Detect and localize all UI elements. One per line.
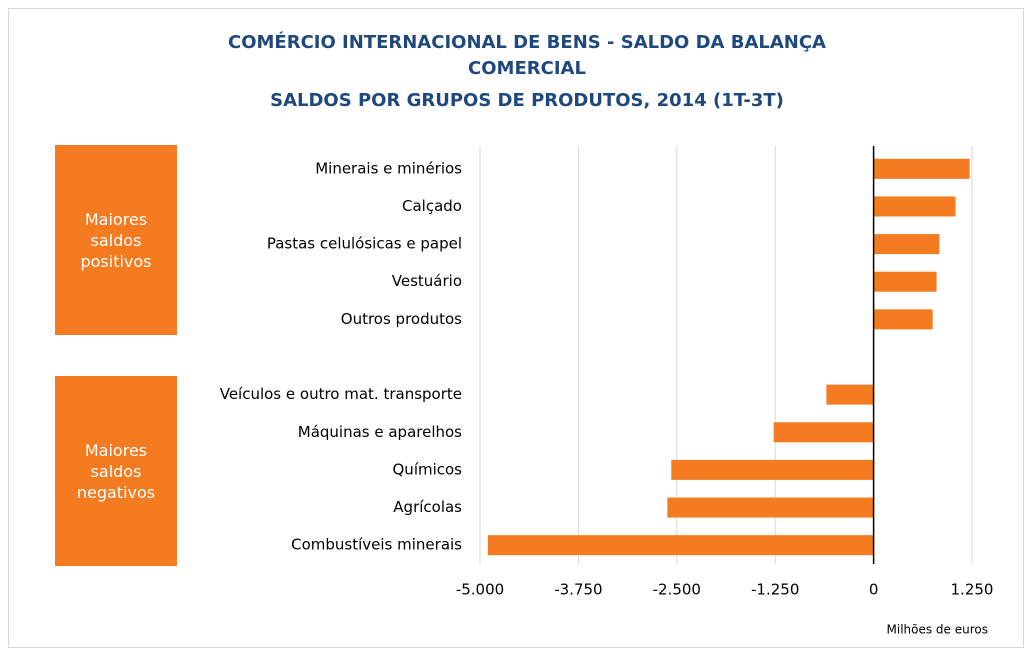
x-tick-label: -1.250 (751, 581, 799, 599)
chart-title: COMÉRCIO INTERNACIONAL DE BENS - SALDO D… (227, 32, 826, 79)
x-tick-label: 0 (869, 581, 879, 599)
group-label: Maiores saldos negativos (76, 440, 156, 502)
bar (873, 309, 933, 330)
y-tick-label: Pastas celulósicas e papel (267, 235, 462, 253)
group-box: Maiores saldos negativos (55, 376, 177, 566)
y-tick-label: Máquinas e aparelhos (298, 423, 462, 441)
y-tick-label: Minerais e minérios (315, 159, 462, 177)
bar (671, 459, 874, 480)
y-tick-label: Calçado (402, 197, 462, 215)
group-label: Maiores saldos positivos (80, 209, 152, 271)
x-tick-label: -5.000 (456, 581, 504, 599)
group-box: Maiores saldos positivos (55, 145, 177, 335)
bar (667, 497, 874, 518)
y-tick-label: Vestuário (392, 272, 462, 290)
bar (826, 384, 874, 405)
y-tick-label: Combustíveis minerais (291, 536, 462, 554)
chart-subtitle: SALDOS POR GRUPOS DE PRODUTOS, 2014 (1T-… (270, 90, 784, 111)
bar (773, 422, 874, 443)
y-tick-label: Químicos (393, 460, 463, 478)
y-tick-label: Outros produtos (341, 310, 462, 328)
bar (873, 271, 937, 292)
bar (873, 158, 970, 179)
x-tick-label: -3.750 (554, 581, 602, 599)
bar (873, 234, 940, 255)
x-tick-label: 1.250 (951, 581, 994, 599)
frame (8, 8, 1024, 648)
bar (487, 535, 874, 556)
y-tick-label: Veículos e outro mat. transporte (220, 385, 462, 403)
x-tick-label: -2.500 (653, 581, 701, 599)
bar (873, 196, 956, 217)
y-tick-label: Agrícolas (393, 498, 462, 516)
x-axis-label: Milhões de euros (887, 623, 988, 637)
